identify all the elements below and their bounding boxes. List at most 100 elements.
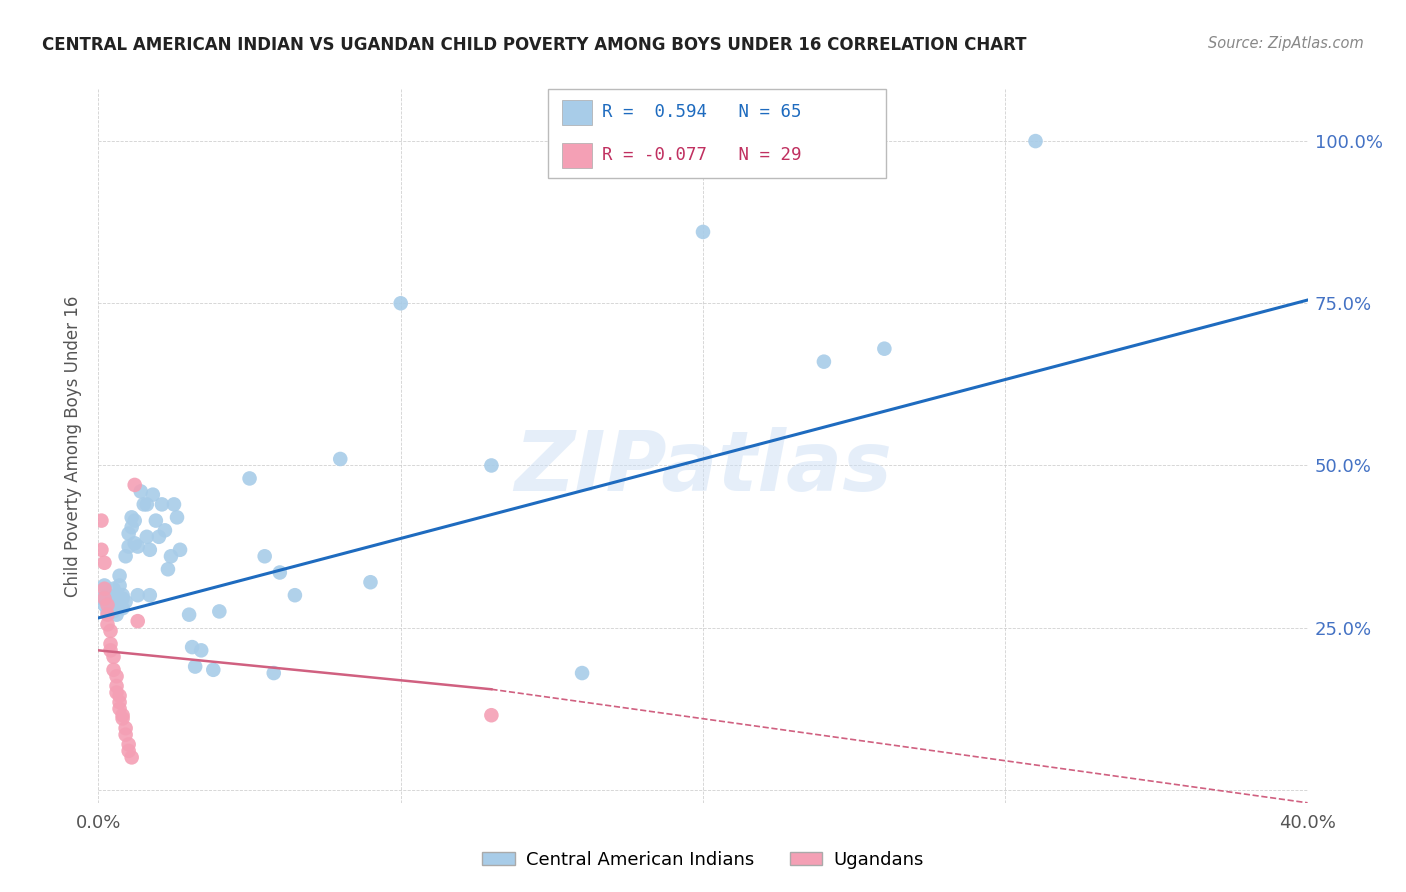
Point [118, 540, 141, 554]
Point [124, 536, 146, 550]
Point [169, 542, 191, 557]
Point [108, 598, 131, 612]
Point [105, 679, 128, 693]
Point [179, 607, 201, 622]
Point [202, 663, 225, 677]
Point [121, 520, 143, 534]
Point [93, 582, 115, 596]
Point [90, 542, 112, 557]
Point [118, 738, 141, 752]
Point [263, 666, 285, 681]
Point [111, 711, 134, 725]
Point [103, 663, 125, 677]
Point [111, 708, 134, 723]
Point [96, 617, 118, 632]
Point [163, 497, 186, 511]
Y-axis label: Child Poverty Among Boys Under 16: Child Poverty Among Boys Under 16 [65, 295, 83, 597]
Point [1024, 134, 1046, 148]
Point [103, 591, 125, 606]
Point [208, 604, 231, 618]
Point [253, 549, 276, 564]
Point [108, 702, 131, 716]
Text: Source: ZipAtlas.com: Source: ZipAtlas.com [1208, 36, 1364, 51]
Point [181, 640, 204, 654]
Point [121, 510, 143, 524]
Point [96, 604, 118, 618]
Point [145, 514, 167, 528]
Point [127, 588, 149, 602]
Point [114, 595, 136, 609]
Point [96, 607, 118, 622]
Point [93, 578, 115, 592]
Point [150, 497, 173, 511]
Point [108, 568, 131, 582]
Point [103, 582, 125, 596]
Point [93, 591, 115, 606]
Point [142, 488, 165, 502]
Point [389, 296, 412, 310]
Point [111, 588, 134, 602]
Text: CENTRAL AMERICAN INDIAN VS UGANDAN CHILD POVERTY AMONG BOYS UNDER 16 CORRELATION: CENTRAL AMERICAN INDIAN VS UGANDAN CHILD… [42, 36, 1026, 54]
Point [148, 530, 170, 544]
Point [93, 598, 115, 612]
Point [813, 354, 835, 368]
Point [239, 471, 262, 485]
Point [105, 669, 128, 683]
Point [105, 588, 128, 602]
Point [105, 685, 128, 699]
Point [160, 549, 183, 564]
Point [100, 601, 122, 615]
Point [93, 556, 115, 570]
Point [481, 708, 503, 723]
Legend: Central American Indians, Ugandans: Central American Indians, Ugandans [475, 844, 931, 876]
Point [100, 643, 122, 657]
Point [269, 566, 291, 580]
FancyBboxPatch shape [548, 89, 886, 178]
Point [114, 549, 136, 564]
Bar [562, 100, 592, 125]
Point [139, 542, 162, 557]
Point [571, 666, 593, 681]
Point [139, 588, 162, 602]
Point [118, 526, 141, 541]
Point [135, 497, 157, 511]
Point [166, 510, 188, 524]
Point [124, 514, 146, 528]
Point [118, 744, 141, 758]
Point [96, 598, 118, 612]
Text: ZIPatlas: ZIPatlas [515, 427, 891, 508]
Point [103, 604, 125, 618]
Point [132, 497, 155, 511]
Point [190, 643, 212, 657]
Point [129, 484, 152, 499]
Point [156, 562, 179, 576]
Point [184, 659, 207, 673]
Point [360, 575, 382, 590]
Point [90, 514, 112, 528]
Point [329, 452, 352, 467]
Point [111, 591, 134, 606]
Point [100, 637, 122, 651]
Point [124, 478, 146, 492]
Point [153, 524, 176, 538]
Point [114, 728, 136, 742]
Text: R =  0.594   N = 65: R = 0.594 N = 65 [602, 103, 801, 121]
Point [108, 689, 131, 703]
Point [100, 624, 122, 638]
Point [105, 598, 128, 612]
Point [111, 601, 134, 615]
Point [121, 750, 143, 764]
Point [284, 588, 307, 602]
Point [692, 225, 714, 239]
Text: R = -0.077   N = 29: R = -0.077 N = 29 [602, 145, 801, 164]
Bar [562, 143, 592, 168]
Point [108, 695, 131, 709]
Point [103, 649, 125, 664]
Point [90, 591, 112, 606]
Point [100, 595, 122, 609]
Point [135, 530, 157, 544]
Point [127, 540, 149, 554]
Point [127, 614, 149, 628]
Point [108, 578, 131, 592]
Point [114, 721, 136, 735]
